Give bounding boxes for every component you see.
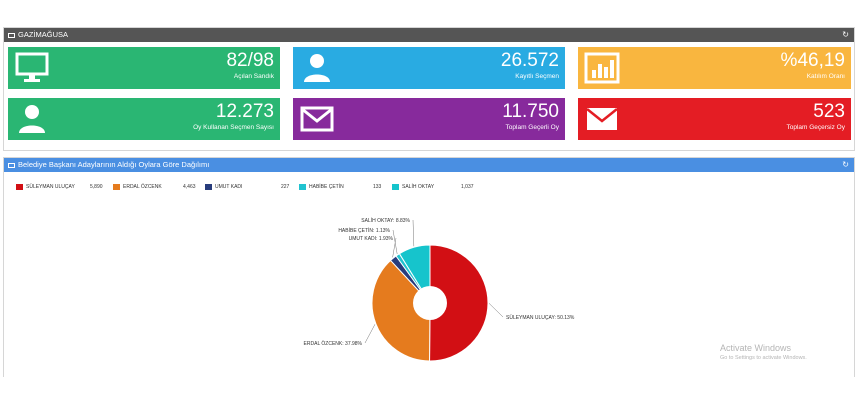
summary-panel-title: GAZİMAĞUSA: [18, 30, 69, 39]
pie-leader-line: [392, 237, 397, 258]
pie-data-label: SÜLEYMAN ULUÇAY: 50.13%: [506, 314, 575, 321]
tile-voters-cast: 12.273 Oy Kullanan Seçmen Sayısı: [8, 98, 280, 140]
legend-name: ERDAL ÖZCENK: [123, 184, 162, 190]
chart-panel-header: Belediye Başkanı Adaylarının Aldığı Oyla…: [4, 158, 854, 172]
pie-slice[interactable]: [429, 244, 489, 362]
pie-center-hole: [413, 286, 447, 320]
legend-swatch: [16, 184, 23, 190]
tile-label: Toplam Geçerli Oy: [505, 124, 559, 131]
windows-watermark: Activate Windows Go to Settings to activ…: [720, 343, 807, 361]
legend-name: UMUT KADI: [215, 184, 243, 190]
legend-value: 5,890: [90, 184, 103, 190]
legend-item[interactable]: HABİBE ÇETİN: [299, 184, 344, 190]
refresh-icon[interactable]: ↻: [842, 160, 849, 169]
envelope-icon: [586, 108, 618, 130]
legend-value: 133: [373, 184, 382, 190]
legend-swatch: [113, 184, 120, 190]
legend-item[interactable]: SALİH OKTAY: [392, 184, 434, 190]
refresh-icon[interactable]: ↻: [842, 30, 849, 39]
pie-slice[interactable]: [371, 259, 431, 362]
tile-invalid-votes: 523 Toplam Geçersiz Oy: [578, 98, 851, 140]
pie-data-label: ERDAL ÖZCENK: 37.98%: [304, 340, 363, 347]
summary-panel: GAZİMAĞUSA ↻ 82/98 Açılan Sandık 26.572 …: [3, 27, 855, 151]
tile-label: Açılan Sandık: [233, 73, 274, 80]
tile-value: 523: [813, 101, 845, 122]
chart-panel: Belediye Başkanı Adaylarının Aldığı Oyla…: [3, 157, 855, 377]
legend-name: HABİBE ÇETİN: [309, 184, 344, 190]
tile-value: 26.572: [500, 50, 559, 71]
pie-leader-line: [364, 324, 376, 344]
summary-panel-header: GAZİMAĞUSA ↻: [4, 28, 854, 42]
pie-data-label: UMUT KADI: 1.93%: [349, 236, 394, 242]
tile-value: 12.273: [215, 101, 274, 122]
panel-icon: [8, 163, 15, 168]
tile-opened-boxes: 82/98 Açılan Sandık: [8, 47, 280, 89]
legend-item[interactable]: UMUT KADI: [205, 184, 242, 190]
user-icon: [19, 105, 45, 133]
tile-label: Toplam Geçersiz Oy: [786, 124, 845, 131]
tile-value: %46,19: [780, 50, 845, 71]
user-icon: [304, 54, 330, 82]
pie-chart: SÜLEYMAN ULUÇAY: 50.13% ERDAL ÖZCENK: 37.…: [304, 217, 575, 362]
watermark-subtitle: Go to Settings to activate Windows.: [720, 355, 807, 361]
legend-name: SÜLEYMAN ULUÇAY: [26, 184, 75, 190]
pie-data-label: HABİBE ÇETİN: 1.13%: [338, 227, 390, 234]
tile-value: 82/98: [226, 50, 274, 71]
watermark-title: Activate Windows: [720, 343, 792, 353]
tile-label: Oy Kullanan Seçmen Sayısı: [193, 124, 274, 131]
pie-leader-line: [392, 229, 398, 255]
legend-swatch: [299, 184, 306, 190]
tile-label: Katılım Oranı: [806, 73, 845, 80]
pie-leader-line: [488, 303, 504, 318]
legend-value: 4,463: [183, 184, 196, 190]
tile-registered-voters: 26.572 Kayıtlı Seçmen: [293, 47, 565, 89]
tile-valid-votes: 11.750 Toplam Geçerli Oy: [293, 98, 565, 140]
panel-icon: [8, 33, 15, 38]
envelope-icon: [300, 106, 334, 132]
bar-chart-icon: [584, 52, 620, 84]
tile-turnout: %46,19 Katılım Oranı: [578, 47, 851, 89]
pie-leader-line: [412, 219, 415, 247]
legend-value: 227: [281, 184, 290, 190]
tile-value: 11.750: [502, 101, 559, 122]
legend-item[interactable]: SÜLEYMAN ULUÇAY: [16, 184, 75, 190]
legend-item[interactable]: ERDAL ÖZCENK: [113, 184, 162, 190]
legend-value: 1,037: [461, 184, 474, 190]
pie-data-label: SALİH OKTAY: 8.83%: [361, 217, 410, 224]
legend-swatch: [392, 184, 399, 190]
legend-name: SALİH OKTAY: [402, 184, 435, 190]
monitor-icon: [15, 52, 49, 82]
chart-panel-title: Belediye Başkanı Adaylarının Aldığı Oyla…: [18, 160, 210, 169]
legend-swatch: [205, 184, 212, 190]
tile-label: Kayıtlı Seçmen: [515, 73, 559, 80]
